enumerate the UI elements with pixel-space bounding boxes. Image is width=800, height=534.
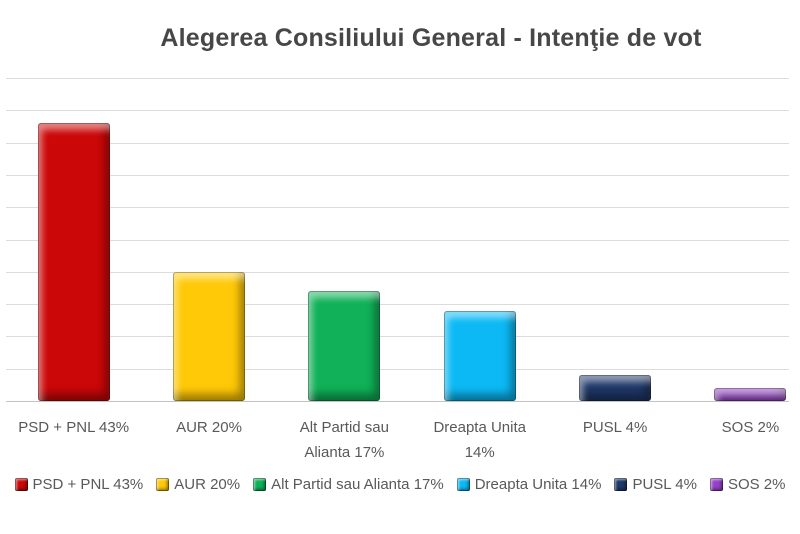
bar-1 [37,123,110,401]
gridline [6,174,789,176]
x-axis-label: SOS 2% [721,419,780,436]
bar-6 [714,388,787,401]
gridline [6,368,789,370]
legend-item: Dreapta Unita 14% [456,476,602,493]
gridline [6,304,789,306]
legend-swatch-icon [709,478,723,491]
legend-item: PSD + PNL 43% [14,476,144,493]
gridline [6,78,789,79]
legend-label: PSD + PNL 43% [32,476,144,493]
legend-label: AUR 20% [174,476,241,493]
x-axis-label: PSD + PNL 43% [18,419,130,436]
x-axis-line [6,401,789,402]
gridline [6,207,789,209]
gridline [6,142,789,144]
legend-label: Dreapta Unita 14% [474,476,602,493]
bar-2 [173,271,246,401]
gridline [6,110,789,112]
legend-label: PUSL 4% [632,476,697,493]
x-axis-label: PUSL 4% [582,419,648,436]
legend-swatch-icon [456,478,470,491]
x-axis-label: AUR 20% [176,419,242,436]
gridline [6,239,789,241]
legend-swatch-icon [156,478,170,491]
legend: PSD + PNL 43% AUR 20% Alt Partid sau Alian… [0,476,800,493]
bar-4 [443,310,516,401]
legend-item: AUR 20% [156,476,240,493]
x-axis-label: Dreapta Unita 14% [433,419,526,461]
x-axis-labels: PSD + PNL 43% AUR 20% Alt Partid sau Alian… [6,415,789,475]
legend-swatch-icon [614,478,628,491]
gridline [6,271,789,273]
legend-label: SOS 2% [727,476,786,493]
legend-swatch-icon [253,478,267,491]
x-axis-label: Alt Partid sau Alianta 17% [299,419,389,461]
bar-5 [579,375,652,401]
chart-title: Alegerea Consiliului General - Intenţie … [160,24,702,52]
gridline [6,336,789,338]
bar-3 [308,291,381,401]
legend-item: SOS 2% [709,476,786,493]
legend-swatch-icon [14,478,28,491]
plot-area [6,78,789,402]
legend-item: Alt Partid sau Alianta 17% [253,476,444,493]
legend-label: Alt Partid sau Alianta 17% [271,476,444,493]
legend-item: PUSL 4% [614,476,697,493]
